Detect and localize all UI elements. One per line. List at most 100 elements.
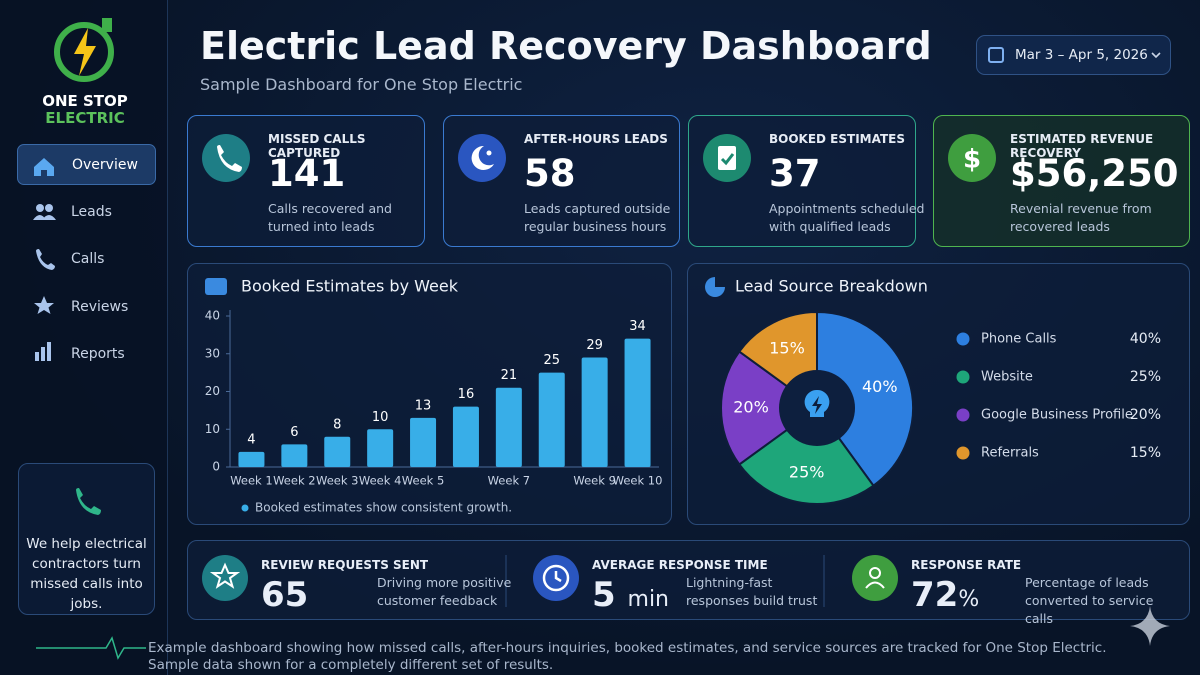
bar bbox=[324, 436, 351, 467]
kpi-description: Appointments scheduled with qualified le… bbox=[769, 201, 925, 234]
y-tick-label: 40 bbox=[205, 309, 220, 323]
bar bbox=[238, 451, 265, 467]
pie-slice bbox=[737, 406, 875, 505]
footer-text: Example dashboard showing how missed cal… bbox=[148, 640, 1107, 673]
kpi-value: $56,250 bbox=[1010, 152, 1179, 195]
kpi-label: BOOKED ESTIMATES bbox=[769, 132, 905, 146]
bar-chart: Booked Estimates by Week Booked estimate… bbox=[205, 277, 663, 515]
svg-text:$: $ bbox=[963, 145, 981, 175]
stat-label: RESPONSE RATE bbox=[911, 558, 1022, 572]
legend-value: 25% bbox=[1130, 369, 1161, 385]
pie-slice bbox=[816, 310, 914, 488]
note-dot bbox=[241, 504, 249, 512]
bar bbox=[367, 429, 394, 467]
x-tick-label: Week 2 bbox=[273, 474, 315, 488]
bar-label: 29 bbox=[586, 338, 603, 353]
bar-label: 21 bbox=[501, 368, 518, 383]
bar bbox=[581, 357, 608, 467]
legend-dot bbox=[956, 446, 970, 460]
bar-label: 16 bbox=[458, 387, 475, 402]
stat-value: 72 bbox=[911, 575, 959, 615]
kpi-icon bbox=[458, 134, 506, 182]
y-tick-label: 0 bbox=[212, 460, 220, 474]
bar bbox=[281, 444, 308, 467]
kpi-icon: $ bbox=[948, 134, 996, 182]
x-tick-label: Week 3 bbox=[316, 474, 358, 488]
logo-line2: ELECTRIC bbox=[45, 109, 125, 127]
bar bbox=[538, 372, 565, 467]
x-tick-label: Week 10 bbox=[613, 474, 663, 488]
slice-label: 40% bbox=[862, 377, 898, 396]
date-icons bbox=[988, 47, 1161, 63]
bar bbox=[495, 387, 522, 467]
stats-panel: REVIEW REQUESTS SENT 65 Driving more posit… bbox=[187, 540, 1190, 626]
bar-label: 10 bbox=[372, 410, 389, 425]
sidebar-note-box bbox=[18, 463, 155, 615]
dashboard-subtitle: Sample Dashboard for One Stop Electric bbox=[200, 75, 523, 94]
bar-label: 25 bbox=[543, 353, 560, 368]
kpi-card: $ ESTIMATED REVENUE RECOVERY $56,250 Reven… bbox=[933, 115, 1190, 247]
stat-value: 5 bbox=[592, 575, 616, 615]
chart-note: Booked estimates show consistent growth. bbox=[255, 501, 512, 515]
bar-label: 6 bbox=[290, 425, 298, 440]
nav-item[interactable]: Reviews bbox=[71, 299, 129, 315]
y-tick-label: 10 bbox=[205, 422, 220, 436]
title-icon bbox=[205, 278, 227, 295]
kpi-icon bbox=[703, 134, 751, 182]
kpi-icon bbox=[202, 134, 250, 182]
logo-line1: ONE STOP bbox=[42, 92, 128, 110]
legend-dot bbox=[956, 332, 970, 346]
kpi-card: BOOKED ESTIMATES 37 Appointments scheduled… bbox=[688, 115, 925, 247]
x-tick-label: Week 7 bbox=[488, 474, 530, 488]
slice-label: 25% bbox=[789, 463, 825, 482]
phone-icon bbox=[76, 488, 101, 515]
kpi-card: AFTER-HOURS LEADS 58 Leads captured outsid… bbox=[443, 115, 680, 247]
stat-icons bbox=[202, 555, 898, 607]
pie-center bbox=[779, 370, 855, 446]
nav-item[interactable]: Leads bbox=[71, 204, 112, 220]
title-icon bbox=[705, 277, 725, 297]
legend-value: 15% bbox=[1130, 445, 1161, 461]
bar bbox=[410, 417, 437, 467]
nav-item[interactable]: Calls bbox=[71, 251, 105, 267]
stat-label: AVERAGE RESPONSE TIME bbox=[592, 558, 768, 572]
kpi-label: AFTER-HOURS LEADS bbox=[524, 132, 668, 146]
legend-value: 20% bbox=[1130, 407, 1161, 423]
legend-label: Website bbox=[981, 370, 1033, 385]
legend-value: 40% bbox=[1130, 331, 1161, 347]
x-tick-label: Week 5 bbox=[402, 474, 444, 488]
kpi-card: MISSED CALLS CAPTURED 141 Calls recovered … bbox=[187, 115, 425, 247]
sparkle bbox=[1130, 606, 1170, 646]
kpi-value: 141 bbox=[268, 152, 346, 195]
kpi-label: ESTIMATED REVENUE RECOVERY bbox=[1010, 132, 1154, 160]
stat-unit: min bbox=[627, 587, 670, 612]
date-picker[interactable]: Mar 3 – Apr 5, 2026 bbox=[976, 35, 1171, 75]
chart-title: Lead Source Breakdown bbox=[735, 277, 928, 296]
kpi-value: 58 bbox=[524, 152, 576, 195]
legend-dot bbox=[956, 408, 970, 422]
stat-description: Driving more positive customer feedback bbox=[377, 575, 512, 608]
kpi-value: 37 bbox=[769, 152, 821, 195]
x-tick-label: Week 9 bbox=[573, 474, 615, 488]
bar bbox=[624, 338, 651, 467]
stat-value: 65 bbox=[261, 575, 309, 615]
slice-label: 15% bbox=[769, 339, 805, 358]
legend-dot bbox=[956, 370, 970, 384]
center-icon bbox=[804, 389, 830, 417]
bar-label: 13 bbox=[415, 398, 432, 413]
x-tick-label: Week 1 bbox=[230, 474, 272, 488]
pie-slice bbox=[720, 350, 819, 466]
legend-label: Google Business Profile bbox=[981, 408, 1133, 423]
y-tick-label: 20 bbox=[205, 384, 220, 398]
kpi-description: Leads captured outside regular business … bbox=[524, 201, 671, 234]
bar-label: 8 bbox=[333, 417, 341, 432]
stat-unit: % bbox=[958, 587, 980, 612]
nav-item[interactable]: Reports bbox=[71, 346, 125, 362]
stat-description: Lightning-fast responses build trust bbox=[686, 575, 818, 608]
slice-label: 20% bbox=[733, 398, 769, 417]
stat-label: REVIEW REQUESTS SENT bbox=[261, 558, 429, 572]
legend-label: Phone Calls bbox=[981, 332, 1057, 347]
stat-description: Percentage of leads converted to service… bbox=[1025, 575, 1154, 626]
chart-title: Booked Estimates by Week bbox=[241, 277, 459, 296]
